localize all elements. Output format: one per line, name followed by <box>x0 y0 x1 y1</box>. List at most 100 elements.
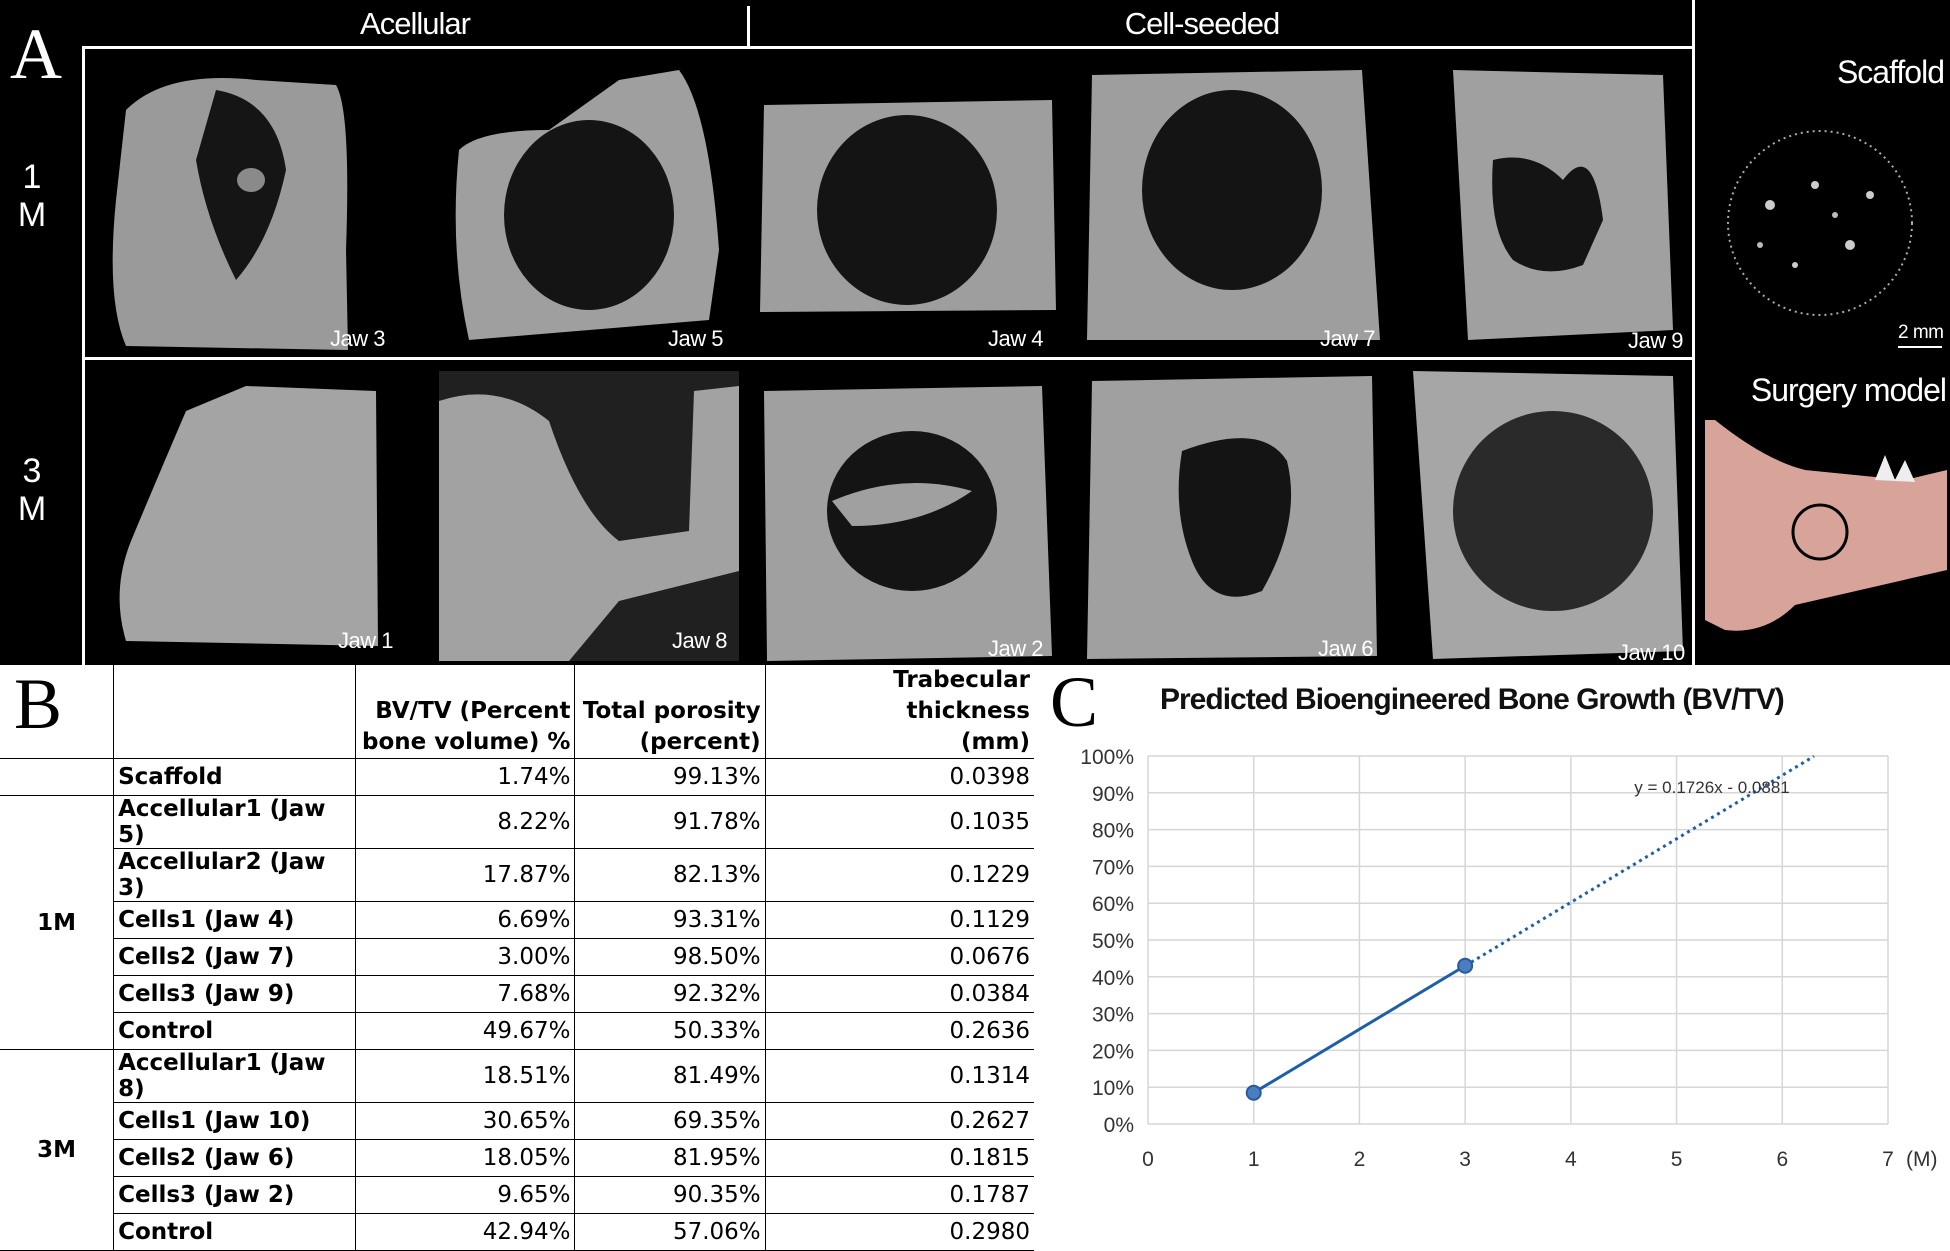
porosity-value: 93.31% <box>574 901 766 939</box>
thickness-value: 0.1229 <box>764 848 1034 902</box>
thickness-value: 0.0676 <box>764 938 1034 976</box>
bvtv-value: 18.51% <box>354 1049 576 1103</box>
header-spacer <box>0 665 115 759</box>
y-tick-label: 10% <box>1092 1077 1134 1100</box>
table-row: Scaffold 1.74% 99.13% 0.0398 <box>0 758 1034 796</box>
table-header-row: BV/TV (Percent bone volume) % Total poro… <box>0 665 1034 759</box>
group-cell-empty <box>0 758 115 796</box>
x-tick-label: 0 <box>1142 1148 1154 1171</box>
scale-bar-label: 2 mm <box>1898 322 1944 343</box>
y-tick-label: 100% <box>1080 746 1134 769</box>
header-divider <box>85 46 1693 49</box>
jaw-label: Jaw 2 <box>988 636 1043 661</box>
row-label: Cells2 (Jaw 6) <box>113 1139 356 1177</box>
ct-image-jaw-8 <box>419 361 746 664</box>
scaffold-image <box>1700 95 1945 345</box>
group-label-1m: 1M <box>0 795 115 1050</box>
header-thickness-line1: Trabecular thickness <box>893 667 1030 724</box>
x-axis-unit-label: (M) <box>1906 1148 1937 1171</box>
y-tick-label: 60% <box>1092 893 1134 916</box>
row-label: Accellular1 (Jaw 8) <box>113 1049 356 1103</box>
row-label: Cells1 (Jaw 10) <box>113 1102 356 1140</box>
surgery-model-photo <box>1705 420 1947 645</box>
ct-image-jaw-1 <box>86 361 416 664</box>
y-tick-label: 20% <box>1092 1040 1134 1063</box>
porosity-value: 69.35% <box>574 1102 766 1140</box>
scale-bar <box>1898 346 1942 348</box>
header-label-column <box>113 665 356 759</box>
ct-image-jaw-6 <box>1062 361 1390 664</box>
bvtv-value: 8.22% <box>354 795 576 849</box>
porosity-value: 81.49% <box>574 1049 766 1103</box>
table-row: Control 49.67% 50.33% 0.2636 <box>0 1012 1034 1050</box>
table-row: Cells1 (Jaw 4) 6.69% 93.31% 0.1129 <box>0 901 1034 939</box>
porosity-value: 57.06% <box>574 1213 766 1251</box>
bvtv-value: 30.65% <box>354 1102 576 1140</box>
header-porosity-line2: (percent) <box>639 729 761 755</box>
bvtv-value: 1.74% <box>354 758 576 796</box>
ct-image-jaw-9 <box>1393 50 1689 356</box>
header-porosity: Total porosity (percent) <box>574 665 766 759</box>
header-cell-seeded: Cell-seeded <box>1124 6 1280 41</box>
jaw-label: Jaw 3 <box>330 326 385 351</box>
chart-title: Predicted Bioengineered Bone Growth (BV/… <box>1160 683 1785 716</box>
thickness-value: 0.2636 <box>764 1012 1034 1050</box>
ct-image-jaw-5 <box>419 50 746 356</box>
bvtv-value: 18.05% <box>354 1139 576 1177</box>
table-row: 3M Accellular1 (Jaw 8) 18.51% 81.49% 0.1… <box>0 1049 1034 1251</box>
ct-image-jaw-3 <box>86 50 416 356</box>
side-column-divider <box>1692 0 1695 665</box>
ct-image-jaw-7 <box>1062 50 1390 356</box>
row-label-1m: 1 M <box>2 158 62 234</box>
x-tick-label: 7 <box>1882 1148 1894 1171</box>
ct-image-jaw-2 <box>752 361 1059 664</box>
table-row: Cells3 (Jaw 9) 7.68% 92.32% 0.0384 <box>0 975 1034 1013</box>
thickness-value: 0.2627 <box>764 1102 1034 1140</box>
data-point <box>1245 1084 1262 1101</box>
jaw-label: Jaw 9 <box>1628 328 1683 353</box>
row-label-1m-number: 1 <box>22 158 42 196</box>
x-tick-label: 4 <box>1565 1148 1577 1171</box>
row-label: Control <box>113 1012 356 1050</box>
table-row: Accellular2 (Jaw 3) 17.87% 82.13% 0.1229 <box>0 848 1034 902</box>
x-tick-label: 2 <box>1354 1148 1366 1171</box>
x-tick-label: 1 <box>1248 1148 1260 1171</box>
y-tick-label: 40% <box>1092 967 1134 990</box>
y-tick-label: 80% <box>1092 820 1134 843</box>
trendline-equation: y = 0.1726x - 0.0881 <box>1634 778 1789 797</box>
porosity-value: 50.33% <box>574 1012 766 1050</box>
y-tick-label: 50% <box>1092 930 1134 953</box>
thickness-value: 0.1815 <box>764 1139 1034 1177</box>
row-label: Cells1 (Jaw 4) <box>113 901 356 939</box>
porosity-value: 81.95% <box>574 1139 766 1177</box>
bone-metrics-table: BV/TV (Percent bone volume) % Total poro… <box>0 665 1034 1251</box>
thickness-value: 0.1129 <box>764 901 1034 939</box>
y-tick-label: 90% <box>1092 783 1134 806</box>
table-row: Cells3 (Jaw 2) 9.65% 90.35% 0.1787 <box>0 1176 1034 1214</box>
row-label-3m-unit: M <box>17 490 47 528</box>
row-label: Control <box>113 1213 356 1251</box>
table-row: Cells1 (Jaw 10) 30.65% 69.35% 0.2627 <box>0 1102 1034 1140</box>
x-tick-label: 3 <box>1459 1148 1471 1171</box>
row-label-3m-number: 3 <box>22 452 42 490</box>
bone-growth-line-chart: 0% 10% 20% 30% 40% 50% 60% 70% 80% 90% 100% 0 1 2 3 4 5 6… <box>1080 746 1937 1171</box>
table-row: Control 42.94% 57.06% 0.2980 <box>0 1213 1034 1251</box>
jaw-label: Jaw 7 <box>1320 326 1375 351</box>
panel-a-micro-ct-figure: A 1 M 3 M Acellular Cell-seeded Jaw 3 Ja… <box>0 0 1950 665</box>
surgery-model-title: Surgery model <box>1750 372 1947 408</box>
row-label: Accellular1 (Jaw 5) <box>113 795 356 849</box>
table-row: Cells2 (Jaw 6) 18.05% 81.95% 0.1815 <box>0 1139 1034 1177</box>
bvtv-value: 3.00% <box>354 938 576 976</box>
table-row: 1M Accellular1 (Jaw 5) 8.22% 91.78% 0.10… <box>0 795 1034 1050</box>
thickness-value: 0.0384 <box>764 975 1034 1013</box>
row-label-1m-unit: M <box>17 196 47 234</box>
y-tick-label: 70% <box>1092 856 1134 879</box>
left-divider <box>82 46 85 665</box>
ct-image-jaw-4 <box>752 50 1059 356</box>
y-tick-label: 30% <box>1092 1004 1134 1027</box>
header-porosity-line1: Total porosity <box>582 698 761 724</box>
y-tick-label: 0% <box>1104 1114 1134 1137</box>
thickness-value: 0.1314 <box>764 1049 1034 1103</box>
bvtv-value: 42.94% <box>354 1213 576 1251</box>
bvtv-value: 7.68% <box>354 975 576 1013</box>
